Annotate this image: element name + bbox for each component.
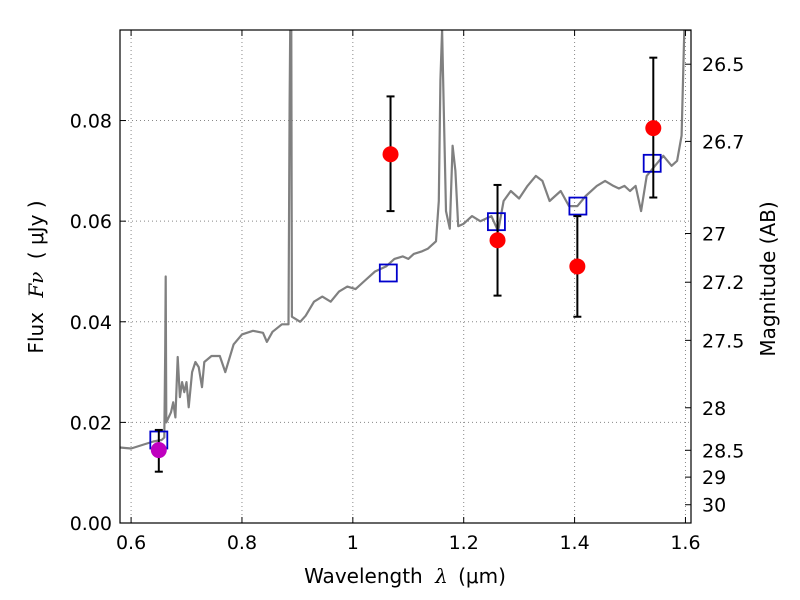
x-tick-label-3: 1.2 <box>449 532 479 554</box>
mag-tick-label-6: 28.5 <box>702 440 744 462</box>
axes-border <box>119 29 692 524</box>
mag-tick-label-1: 26.7 <box>702 131 744 153</box>
observed-flux-point-2 <box>489 232 506 249</box>
x-tick-label-1: 0.8 <box>227 532 257 554</box>
y-tick-label-4: 0.08 <box>70 111 112 133</box>
y-tick-label-2: 0.04 <box>70 312 112 334</box>
model-photometry-square-3 <box>568 196 588 216</box>
x-tick-label-4: 1.4 <box>559 532 589 554</box>
observed-flux-point-4 <box>645 120 662 137</box>
x-tick-label-2: 1 <box>347 532 359 554</box>
observed-flux-point-0 <box>150 442 167 459</box>
mag-tick-label-5: 28 <box>702 398 726 420</box>
model-spectrum-line <box>120 30 691 450</box>
x-tick-label-0: 0.6 <box>116 532 146 554</box>
model-photometry-square-2 <box>487 212 506 232</box>
mag-tick-label-4: 27.5 <box>702 330 744 352</box>
y-tick-label-0: 0.00 <box>70 513 112 535</box>
grid-lines <box>120 30 691 524</box>
y-tick-label-1: 0.02 <box>70 412 112 434</box>
points-layer <box>149 56 662 473</box>
model-photometry-square-1 <box>378 263 398 283</box>
spectrum-layer <box>120 30 691 450</box>
x-axis-title: Wavelength λ (μm) <box>304 564 506 588</box>
plot-frame <box>119 29 692 524</box>
magnitude-axis-title: Magnitude (AB) <box>756 201 780 356</box>
mag-tick-label-3: 27.2 <box>702 272 744 294</box>
y-axis-title: Flux Fν ( μJy ) <box>24 200 48 353</box>
observed-flux-point-1 <box>382 146 399 163</box>
y-tick-label-3: 0.06 <box>70 211 112 233</box>
mag-tick-label-8: 30 <box>702 495 726 517</box>
tick-layer: 0.6 0.8 1 1.2 1.4 1.6 0.00 0.02 0.04 0.06 0.08 26.5… <box>70 30 744 554</box>
mag-tick-label-2: 27 <box>702 224 726 246</box>
mag-tick-label-7: 29 <box>702 467 726 489</box>
model-photometry-square-4 <box>642 153 662 173</box>
x-tick-label-5: 1.6 <box>670 532 700 554</box>
mag-tick-label-0: 26.5 <box>702 54 744 76</box>
observed-flux-point-3 <box>569 258 586 275</box>
